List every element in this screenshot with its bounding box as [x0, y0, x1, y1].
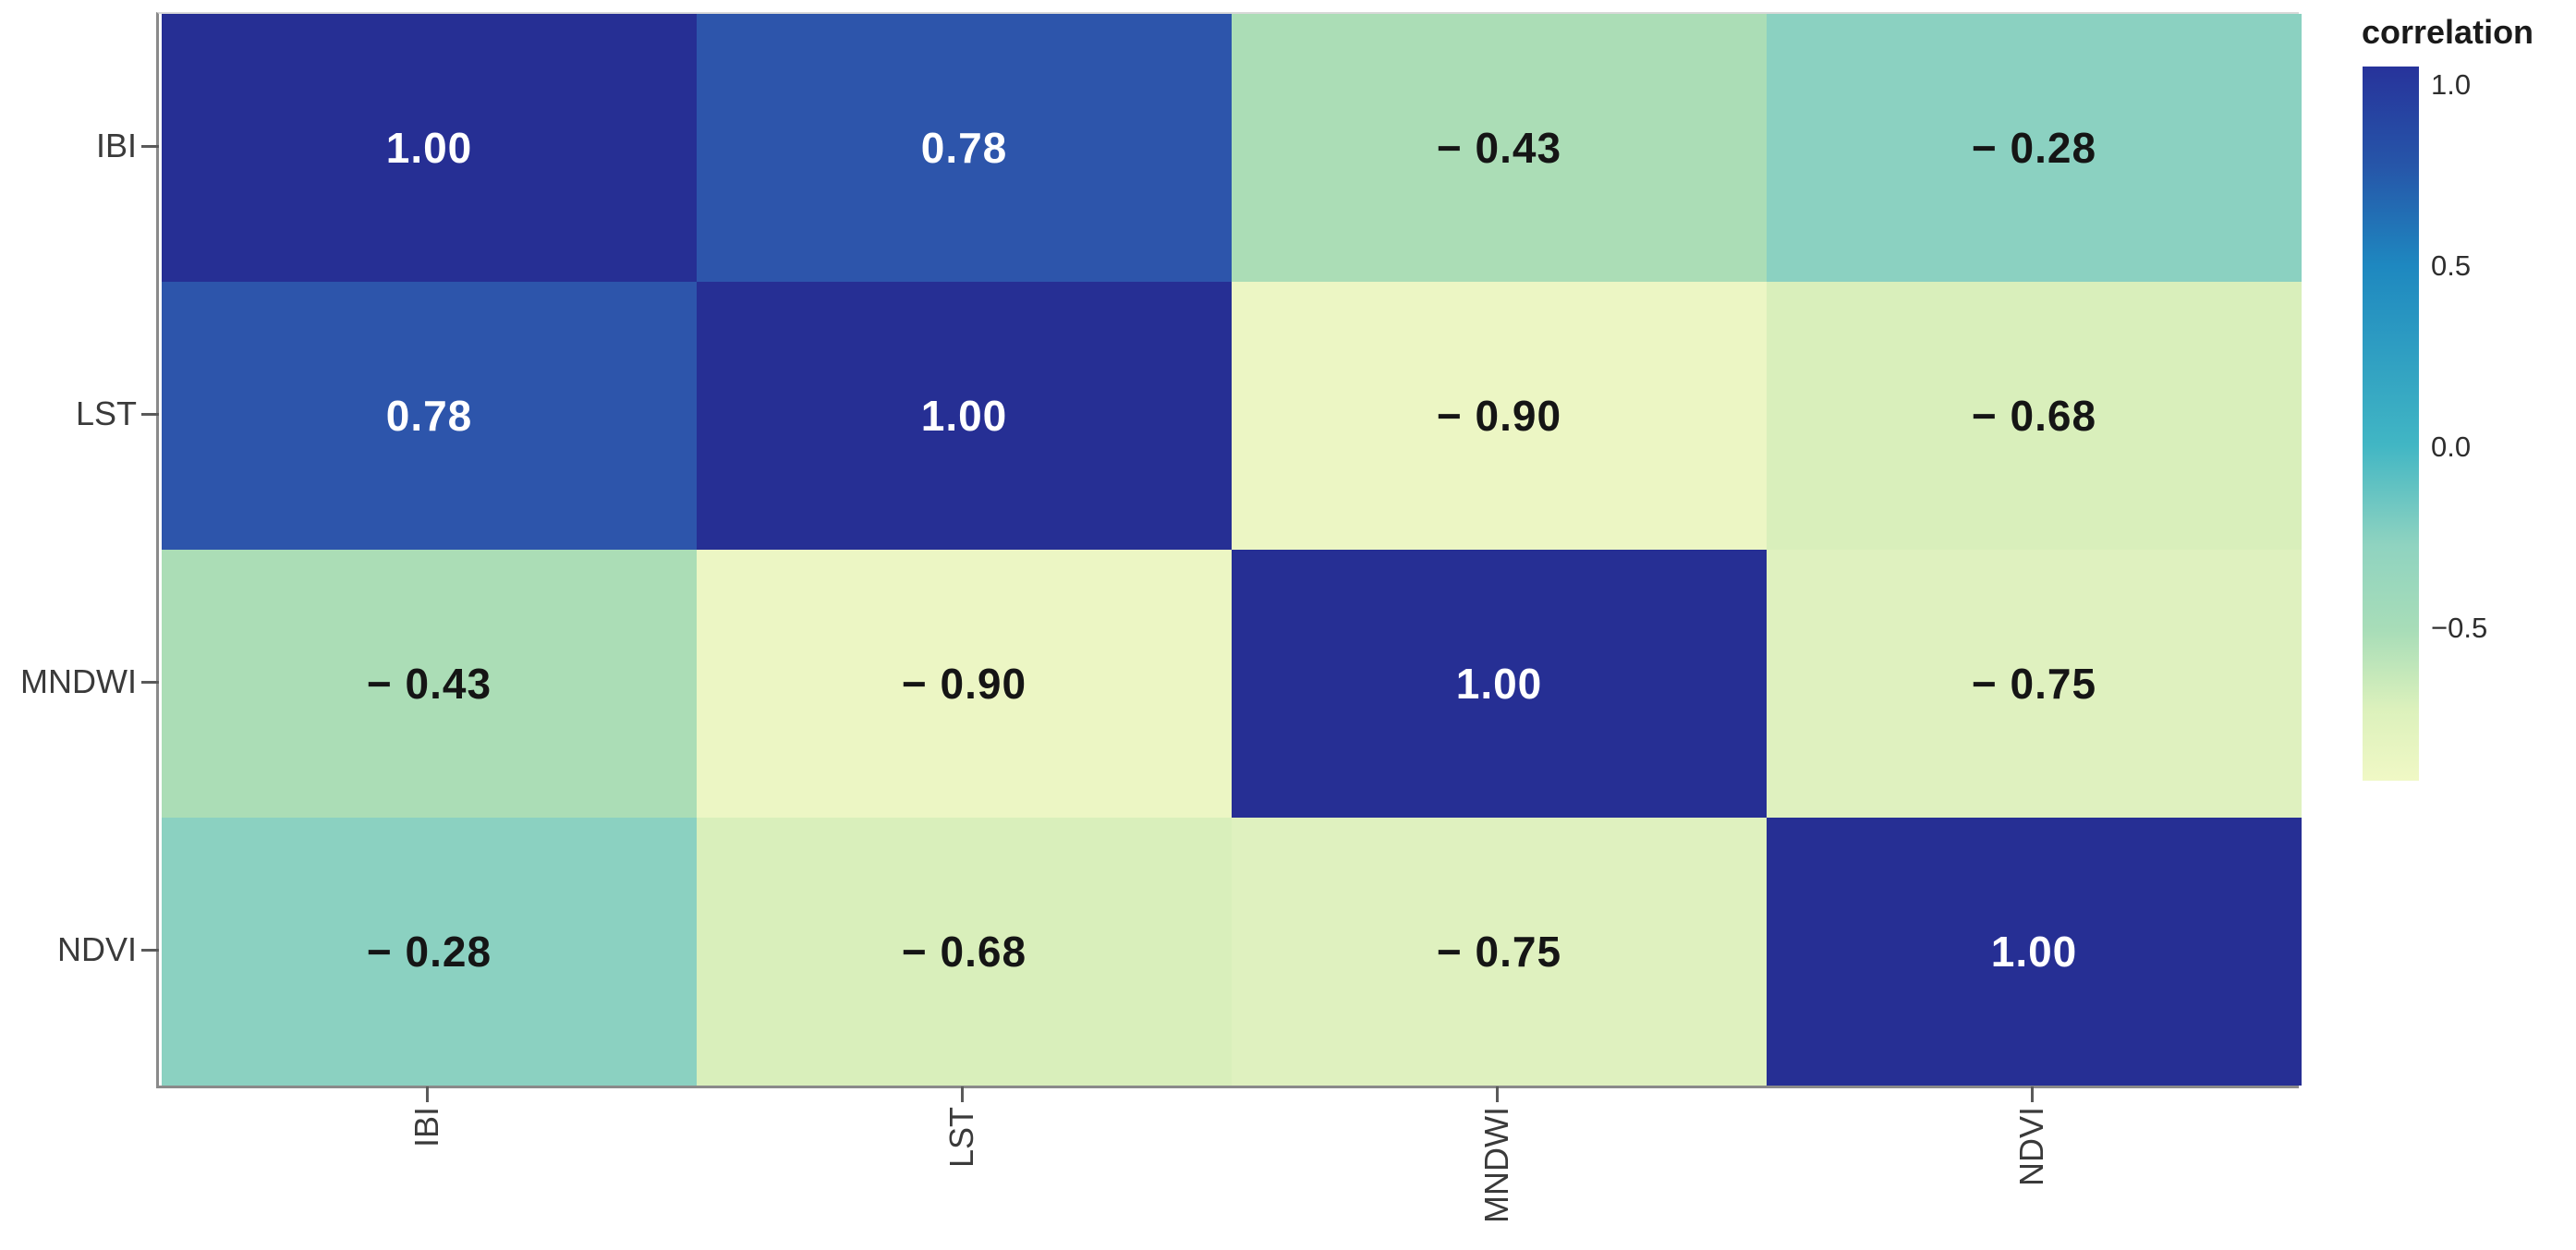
legend-tick-label: 0.5 — [2431, 249, 2472, 282]
cell-value: − 0.90 — [901, 660, 1027, 708]
y-axis-label: IBI — [95, 127, 137, 164]
cell-value: 1.00 — [920, 392, 1008, 440]
heatmap-cell: − 0.90 — [1232, 282, 1767, 550]
heatmap-cell: 1.00 — [1232, 550, 1767, 818]
cell-value: − 0.75 — [1971, 660, 2097, 708]
x-axis-tick — [425, 1086, 429, 1102]
legend-colorbar — [2363, 67, 2419, 781]
y-axis-label: LST — [75, 394, 137, 432]
x-axis-label: IBI — [407, 1107, 445, 1148]
legend-tick-label: 1.0 — [2431, 67, 2472, 101]
cell-value: − 0.75 — [1436, 928, 1562, 976]
x-axis-tick — [2030, 1086, 2034, 1102]
cell-value: − 0.28 — [1971, 124, 2097, 172]
cell-value: − 0.43 — [366, 660, 492, 708]
x-axis-label: MNDWI — [1476, 1107, 1515, 1223]
y-axis-tick — [141, 413, 159, 416]
x-axis-label: NDVI — [2011, 1107, 2050, 1187]
heatmap-cell: − 0.43 — [162, 550, 697, 818]
legend-tick-label: 0.0 — [2431, 431, 2472, 463]
cell-value: − 0.68 — [901, 928, 1027, 976]
cell-value: − 0.43 — [1436, 124, 1562, 172]
heatmap-cell: − 0.90 — [697, 550, 1232, 818]
heatmap-cell: − 0.68 — [697, 818, 1232, 1086]
heatmap-cell: − 0.28 — [162, 818, 697, 1086]
y-axis-label: MNDWI — [20, 662, 137, 700]
heatmap-panel: 1.00 0.78 − 0.43 − 0.28 0.78 1.00 − 0.90 − 0.68… — [156, 12, 2302, 1088]
heatmap-cell: − 0.68 — [1767, 282, 2302, 550]
heatmap-cell: − 0.75 — [1767, 550, 2302, 818]
cell-value: − 0.90 — [1436, 392, 1562, 440]
y-axis-tick — [141, 949, 159, 952]
cell-value: 0.78 — [385, 392, 473, 440]
cell-value: 1.00 — [1990, 928, 2078, 976]
heatmap-cell: 1.00 — [1767, 818, 2302, 1086]
y-axis-tick — [141, 145, 159, 148]
x-axis-tick — [1495, 1086, 1499, 1102]
x-axis-label: LST — [942, 1107, 980, 1169]
heatmap-cell: − 0.43 — [1232, 14, 1767, 282]
cell-value: 0.78 — [920, 124, 1008, 172]
cell-value: 1.00 — [385, 124, 473, 172]
heatmap-cell: 1.00 — [162, 14, 697, 282]
legend-title: correlation — [2362, 13, 2534, 51]
y-axis-tick — [141, 681, 159, 684]
cell-value: − 0.68 — [1971, 392, 2097, 440]
heatmap-cell: 0.78 — [697, 14, 1232, 282]
cell-value: − 0.28 — [366, 928, 492, 976]
heatmap-cell: 0.78 — [162, 282, 697, 550]
heatmap-cell: − 0.75 — [1232, 818, 1767, 1086]
cell-value: 1.00 — [1455, 660, 1543, 708]
heatmap-cell: − 0.28 — [1767, 14, 2302, 282]
legend-tick-label: −0.5 — [2431, 612, 2488, 645]
heatmap-cell: 1.00 — [697, 282, 1232, 550]
y-axis-label: NDVI — [56, 930, 137, 968]
x-axis-tick — [960, 1086, 964, 1102]
